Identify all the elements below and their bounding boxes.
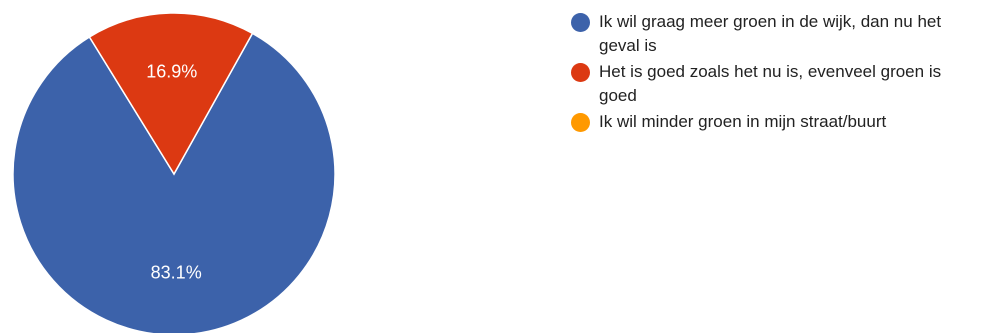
legend-label: Ik wil minder groen in mijn straat/buurt [599, 112, 887, 131]
legend-label: Het is goed zoals het nu is, evenveel gr… [599, 62, 942, 105]
pie-slice[interactable] [88, 12, 254, 176]
legend-swatch [571, 113, 590, 132]
legend-item[interactable]: Het is goed zoals het nu is, evenveel gr… [571, 60, 983, 108]
legend-item[interactable]: Ik wil minder groen in mijn straat/buurt [571, 110, 983, 134]
legend-label: Ik wil graag meer groen in de wijk, dan … [599, 12, 942, 55]
slice-data-label: 16.9% [146, 61, 197, 81]
legend-swatch [571, 13, 590, 32]
slice-data-label: 83.1% [151, 263, 202, 283]
pie-slice[interactable] [12, 32, 336, 333]
legend-item[interactable]: Ik wil graag meer groen in de wijk, dan … [571, 10, 983, 58]
legend-swatch [571, 63, 590, 82]
legend: Ik wil graag meer groen in de wijk, dan … [571, 10, 983, 136]
